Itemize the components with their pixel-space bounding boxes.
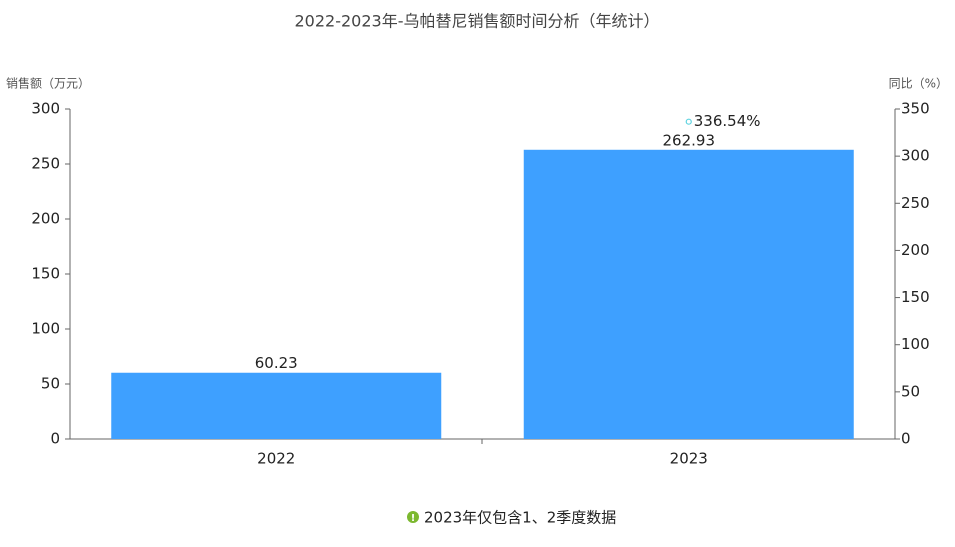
x-tick-label: 2023: [670, 450, 708, 468]
y-tick-label: 200: [31, 210, 60, 228]
y2-tick-label: 350: [901, 100, 930, 118]
bar: [111, 372, 442, 439]
y-tick-label: 0: [50, 430, 60, 448]
y2-tick-label: 250: [901, 194, 930, 212]
y2-tick-label: 0: [901, 430, 911, 448]
y-tick-label: 100: [31, 320, 60, 338]
chart-title: 2022-2023年-乌帕替尼销售额时间分析（年统计）: [295, 12, 660, 31]
y-tick-label: 150: [31, 265, 60, 283]
y-tick-label: 300: [31, 100, 60, 118]
bar-value-label: 262.93: [663, 131, 716, 149]
y2-tick-label: 50: [901, 382, 920, 400]
y-tick-label: 50: [41, 375, 60, 393]
line-point: [685, 118, 692, 125]
y2-axis-title: 同比（%）: [889, 77, 948, 91]
y2-tick-label: 200: [901, 241, 930, 259]
y2-tick-label: 150: [901, 288, 930, 306]
note-icon-mark: !: [411, 513, 416, 524]
footnote: 2023年仅包含1、2季度数据: [424, 509, 616, 527]
note-icon: [407, 511, 419, 523]
y-axis-title: 销售额（万元）: [6, 76, 90, 91]
line-value-label: 336.54%: [694, 112, 761, 130]
bar-value-label: 60.23: [255, 354, 298, 372]
y2-tick-label: 300: [901, 147, 930, 165]
x-tick-label: 2022: [257, 450, 295, 468]
y2-tick-label: 100: [901, 335, 930, 353]
bar: [523, 149, 854, 440]
y-tick-label: 250: [31, 155, 60, 173]
